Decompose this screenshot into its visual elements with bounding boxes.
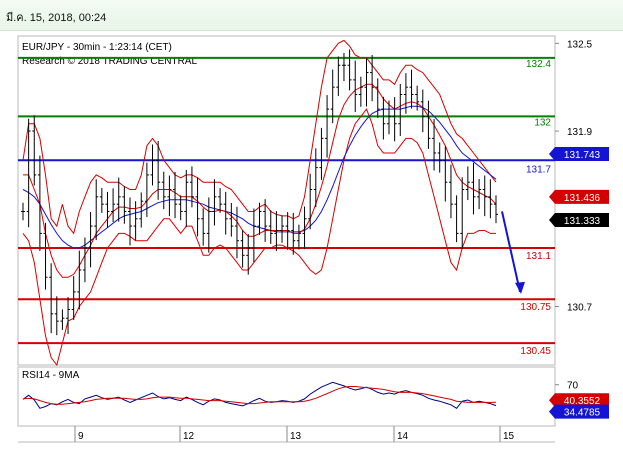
title-banner-bar [0, 0, 623, 31]
time-tick-label: 12 [183, 431, 195, 442]
time-tick-label: 15 [503, 431, 515, 442]
price-bars [21, 49, 498, 336]
forecast-arrow-shaft [501, 211, 521, 293]
rsi-y-tick-label: 70 [567, 381, 579, 392]
price-y-tick-label: 132.5 [567, 39, 592, 50]
rsi-panel-frame [17, 366, 556, 427]
time-tick-label: 13 [290, 431, 302, 442]
price-y-tick-label: 130.7 [567, 303, 592, 314]
level-label: 130.75 [520, 302, 551, 313]
time-tick-label: 14 [397, 431, 409, 442]
rsi-chart-title: RSI14 - 9MA [22, 370, 80, 381]
price-tag-label: 131.436 [564, 193, 601, 204]
level-label: 130.45 [520, 346, 551, 357]
rsi-tag-label: 34.4785 [564, 408, 601, 419]
price-chart-subtitle: Research © 2018 TRADING CENTRAL [22, 56, 197, 67]
price-panel-frame [17, 35, 556, 366]
rsi-tag [549, 404, 609, 419]
rsi-tag-label: 40.3552 [564, 396, 601, 407]
rsi-line [22, 381, 497, 409]
level-label: 131.1 [526, 251, 551, 262]
rsi-ma-line [22, 386, 497, 405]
level-label: 132 [534, 117, 551, 128]
time-tick-label: 9 [78, 431, 84, 442]
band-lower-line [22, 108, 496, 367]
forecast-arrow-head [515, 281, 525, 294]
price-tag [549, 189, 609, 204]
level-label: 132.4 [526, 59, 551, 70]
rsi-tag [549, 393, 609, 408]
level-label: 131.7 [526, 164, 551, 175]
price-tag [549, 147, 609, 162]
price-tag-label: 131.333 [564, 216, 601, 227]
price-tag [549, 212, 609, 227]
price-chart-title: EUR/JPY - 30min - 1:23:14 (CET) [22, 42, 172, 53]
datestamp: มี.ค. 15, 2018, 00:24 [6, 12, 107, 24]
title-banner: มี.ค. 15, 2018, 00:24 [0, 0, 623, 31]
price-y-tick-label: 131.9 [567, 127, 592, 138]
price-tag-label: 131.743 [564, 150, 601, 161]
